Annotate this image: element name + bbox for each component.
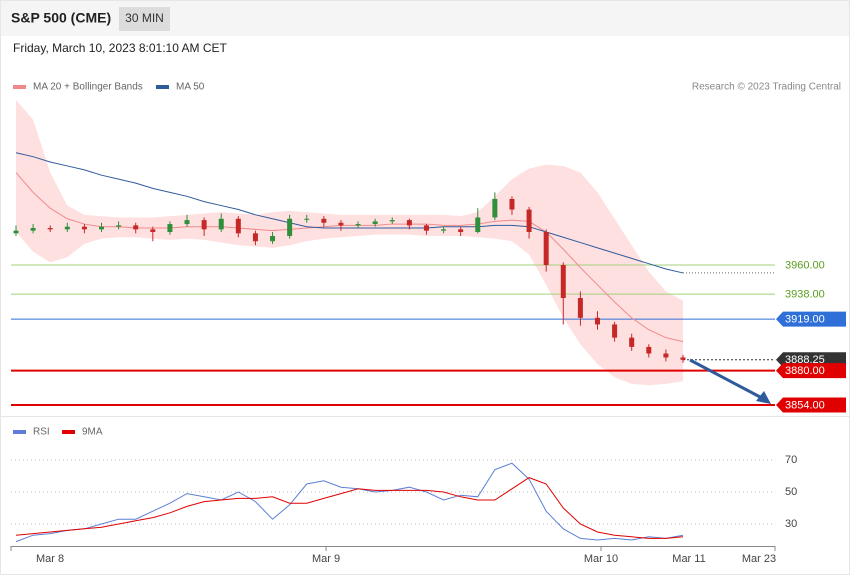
forecast-arrow-head [756, 391, 771, 404]
y-tick-label: 30 [785, 518, 797, 530]
candle-body [663, 353, 669, 358]
copyright: Research © 2023 Trading Central [692, 82, 841, 93]
candle-body [475, 217, 481, 232]
forecast-arrow [689, 358, 763, 400]
candle-body [150, 229, 156, 232]
candle-body [355, 224, 361, 226]
level-label: 3919.00 [785, 314, 825, 326]
candle-body [441, 229, 447, 231]
candle-body [389, 220, 395, 222]
interval-box[interactable] [119, 7, 170, 31]
candle-body [543, 231, 549, 266]
candle-body [167, 224, 173, 232]
level-label: 3960.00 [785, 259, 825, 271]
level-tag [776, 311, 846, 327]
candle-body [560, 265, 566, 299]
candle-body [133, 225, 139, 230]
ma20-line [15, 172, 684, 343]
candle-body [458, 229, 464, 232]
candle-body [612, 324, 618, 338]
legend-label: 9MA [82, 427, 103, 438]
bollinger-band [16, 99, 683, 386]
level-tag [776, 363, 846, 379]
candle-body [81, 226, 87, 230]
candle-body [252, 233, 258, 242]
candle-body [270, 235, 276, 242]
date: Friday, March 10, 2023 8:01:10 AM CET [13, 41, 228, 55]
legend-swatch [62, 430, 75, 434]
candle-body [13, 230, 19, 234]
candle-body [680, 357, 686, 360]
level-label: 3938.00 [785, 288, 825, 300]
y-tick-label: 70 [785, 454, 797, 466]
legend-swatch [13, 430, 26, 434]
level-tag [776, 397, 846, 413]
candle-body [64, 226, 70, 230]
level-label: 3880.00 [785, 365, 825, 377]
candle-body [526, 209, 532, 232]
legend-label: RSI [33, 427, 50, 438]
candle-body [509, 198, 515, 210]
candle-body [338, 222, 344, 226]
legend-label: MA 20 + Bollinger Bands [33, 82, 143, 93]
candle-body [594, 317, 600, 325]
legend-swatch [13, 85, 26, 89]
candle-body [218, 218, 224, 230]
ma50-line [15, 152, 684, 274]
candle-body [235, 218, 241, 234]
candle-body [99, 226, 105, 230]
candle-body [304, 218, 310, 220]
candle-body [116, 225, 122, 227]
x-tick-label: Mar 8 [36, 553, 64, 565]
candle-body [201, 220, 207, 230]
level-label: 3854.00 [785, 399, 825, 411]
candle-body [372, 221, 378, 225]
candle-body [321, 218, 327, 223]
candle-body [30, 228, 36, 231]
legend-label: MA 50 [176, 82, 205, 93]
x-tick-label: Mar 11 [672, 553, 705, 565]
candle-body [287, 218, 293, 236]
chart-title: S&P 500 (CME) [11, 10, 111, 26]
y-tick-label: 50 [785, 486, 797, 498]
rsi-ma-line [15, 477, 684, 539]
x-tick-label: Mar 10 [584, 553, 618, 565]
candle-body [47, 228, 53, 230]
candle-body [629, 337, 635, 347]
candle-body [492, 198, 498, 218]
candle-body [577, 298, 583, 318]
candle-body [423, 225, 429, 231]
legend-swatch [156, 85, 169, 89]
x-tick-label: Mar 23 [742, 553, 776, 565]
candle-body [646, 346, 652, 354]
x-tick-label: Mar 9 [312, 553, 340, 565]
rsi-line [15, 462, 684, 543]
interval[interactable]: 30 MIN [125, 11, 164, 25]
candle-body [406, 220, 412, 226]
candle-body [184, 220, 190, 225]
